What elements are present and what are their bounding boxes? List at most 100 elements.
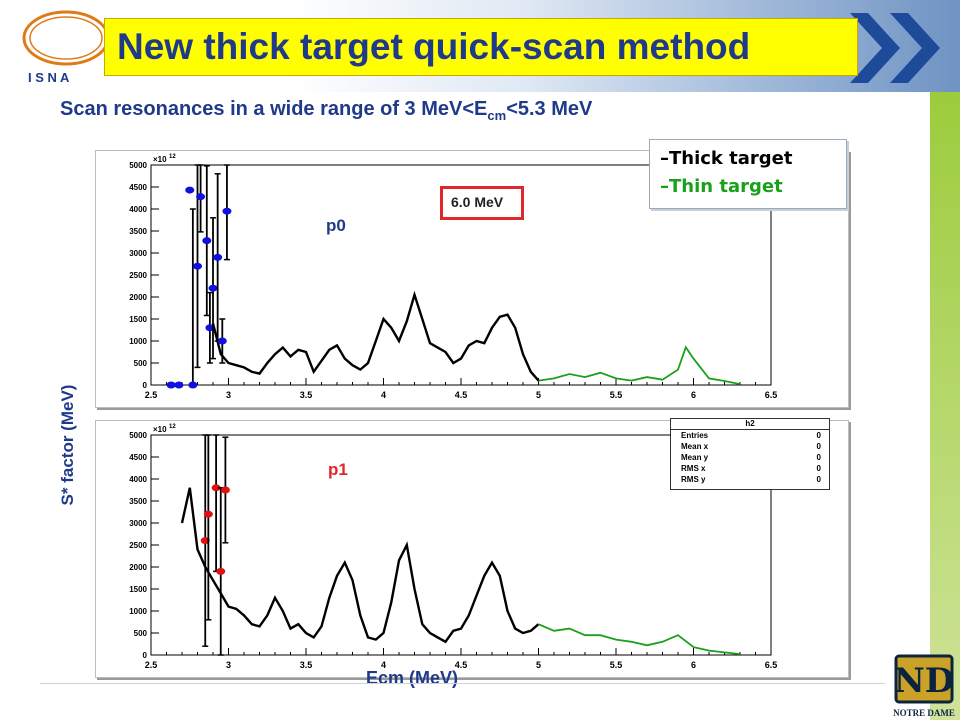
- chart-p1: 0 500 1000 1500 2000 2500 3000 3500 4000 4500 5000…: [129, 424, 778, 670]
- x-tick-label: 2.5: [145, 660, 158, 670]
- x-tick-label: 4: [381, 660, 386, 670]
- svg-text:ND: ND: [894, 661, 955, 701]
- y-tick-label: 4000: [129, 475, 147, 484]
- svg-text:NOTRE DAME: NOTRE DAME: [893, 708, 955, 718]
- chevron-decoration-icon: [850, 13, 940, 83]
- data-point: [174, 381, 184, 389]
- slide-subtitle: Scan resonances in a wide range of 3 MeV…: [60, 98, 592, 123]
- stats-value: 0: [816, 464, 821, 473]
- stats-value: 0: [816, 442, 821, 451]
- data-point: [220, 486, 230, 494]
- stats-name: Mean x: [681, 442, 709, 451]
- stats-row: Mean x 0: [671, 441, 829, 452]
- y-tick-label: 3500: [129, 227, 147, 236]
- data-point: [222, 207, 232, 215]
- x-tick-label: 5: [536, 390, 541, 400]
- stats-row: RMS y 0: [671, 474, 829, 485]
- subtitle-text: Scan resonances in a wide range of 3 MeV…: [60, 98, 488, 120]
- y-multiplier-exponent: 12: [169, 154, 176, 160]
- x-axis-title: Ecm (MeV): [366, 668, 459, 688]
- y-tick-label: 4500: [129, 453, 147, 462]
- data-point: [213, 253, 223, 261]
- y-tick-label: 0: [143, 651, 148, 660]
- x-tick-label: 4: [381, 390, 386, 400]
- legend: –Thick target –Thin target: [649, 139, 847, 209]
- stats-name: Entries: [681, 431, 709, 440]
- y-tick-label: 500: [134, 359, 148, 368]
- data-point: [185, 186, 195, 194]
- x-tick-label: 6: [691, 660, 696, 670]
- stats-row: Mean y 0: [671, 452, 829, 463]
- stats-row: Entries 0: [671, 430, 829, 441]
- x-tick-label: 4.5: [455, 390, 468, 400]
- divider: [40, 683, 885, 684]
- data-point: [193, 262, 202, 270]
- y-tick-label: 5000: [129, 431, 147, 440]
- thin-target-line: [538, 623, 741, 655]
- notre-dame-logo-icon: ND NOTRE DAME: [893, 654, 955, 718]
- y-tick-label: 4500: [129, 183, 147, 192]
- x-tick-label: 3.5: [300, 390, 313, 400]
- data-point: [203, 510, 213, 518]
- y-tick-label: 2500: [129, 541, 147, 550]
- x-tick-label: 5: [536, 660, 541, 670]
- y-tick-label: 1000: [129, 607, 147, 616]
- y-tick-label: 3000: [129, 519, 147, 528]
- panel-label-p1: p1: [328, 460, 348, 479]
- green-side-bar: [930, 92, 960, 720]
- y-tick-label: 0: [143, 381, 148, 390]
- y-tick-label: 2000: [129, 563, 147, 572]
- stats-title: h2: [671, 419, 829, 430]
- thin-target-line: [538, 345, 741, 385]
- stats-value: 0: [816, 475, 821, 484]
- y-multiplier-exponent: 12: [169, 424, 176, 430]
- data-point: [208, 284, 218, 292]
- stats-name: RMS y: [681, 475, 706, 484]
- stats-name: Mean y: [681, 453, 709, 462]
- x-tick-label: 2.5: [145, 390, 158, 400]
- y-axis-title-text: S* factor (MeV): [58, 384, 77, 506]
- isna-logo-icon: I S N A: [22, 10, 108, 85]
- x-tick-label: 3: [226, 390, 231, 400]
- y-multiplier-label: ×10: [153, 155, 167, 164]
- data-point: [188, 381, 198, 389]
- y-tick-label: 5000: [129, 161, 147, 170]
- data-point: [196, 193, 206, 201]
- y-tick-label: 3500: [129, 497, 147, 506]
- energy-marker-label: 6.0 MeV: [451, 194, 504, 210]
- thick-target-line: [211, 290, 540, 382]
- stats-box: h2 Entries 0 Mean x 0 Mean y 0 RMS x 0 RMS y…: [670, 418, 830, 490]
- y-tick-label: 2500: [129, 271, 147, 280]
- thick-target-line: [180, 487, 540, 644]
- x-tick-label: 6.5: [765, 660, 778, 670]
- x-tick-label: 6.5: [765, 390, 778, 400]
- slide-title: New thick target quick-scan method: [104, 18, 858, 76]
- energy-marker-box: 6.0 MeV: [440, 186, 524, 220]
- plot-p0-frame: 0 500 1000 1500 2000 2500 3000 3500 4000 4500 5000…: [95, 150, 849, 408]
- x-tick-label: 3.5: [300, 660, 313, 670]
- subtitle-subscript: cm: [487, 108, 507, 123]
- y-multiplier-label: ×10: [153, 425, 167, 434]
- data-point: [202, 237, 212, 245]
- x-tick-label: 5.5: [610, 660, 623, 670]
- x-tick-label: 5.5: [610, 390, 623, 400]
- y-tick-label: 4000: [129, 205, 147, 214]
- y-tick-label: 2000: [129, 293, 147, 302]
- y-tick-label: 3000: [129, 249, 147, 258]
- data-point: [216, 567, 226, 575]
- subtitle-text-end: <5.3 MeV: [506, 98, 593, 120]
- x-tick-label: 3: [226, 660, 231, 670]
- y-tick-label: 1500: [129, 585, 147, 594]
- legend-thick-target: –Thick target: [660, 148, 793, 169]
- stats-value: 0: [816, 431, 821, 440]
- x-tick-label: 6: [691, 390, 696, 400]
- y-axis-title: S* factor (MeV): [48, 370, 88, 520]
- legend-thin-target: –Thin target: [660, 176, 783, 197]
- data-point: [166, 381, 176, 389]
- stats-row: RMS x 0: [671, 463, 829, 474]
- panel-label-p0: p0: [326, 216, 346, 235]
- y-tick-label: 1000: [129, 337, 147, 346]
- y-tick-label: 500: [134, 629, 148, 638]
- y-tick-label: 1500: [129, 315, 147, 324]
- stats-value: 0: [816, 453, 821, 462]
